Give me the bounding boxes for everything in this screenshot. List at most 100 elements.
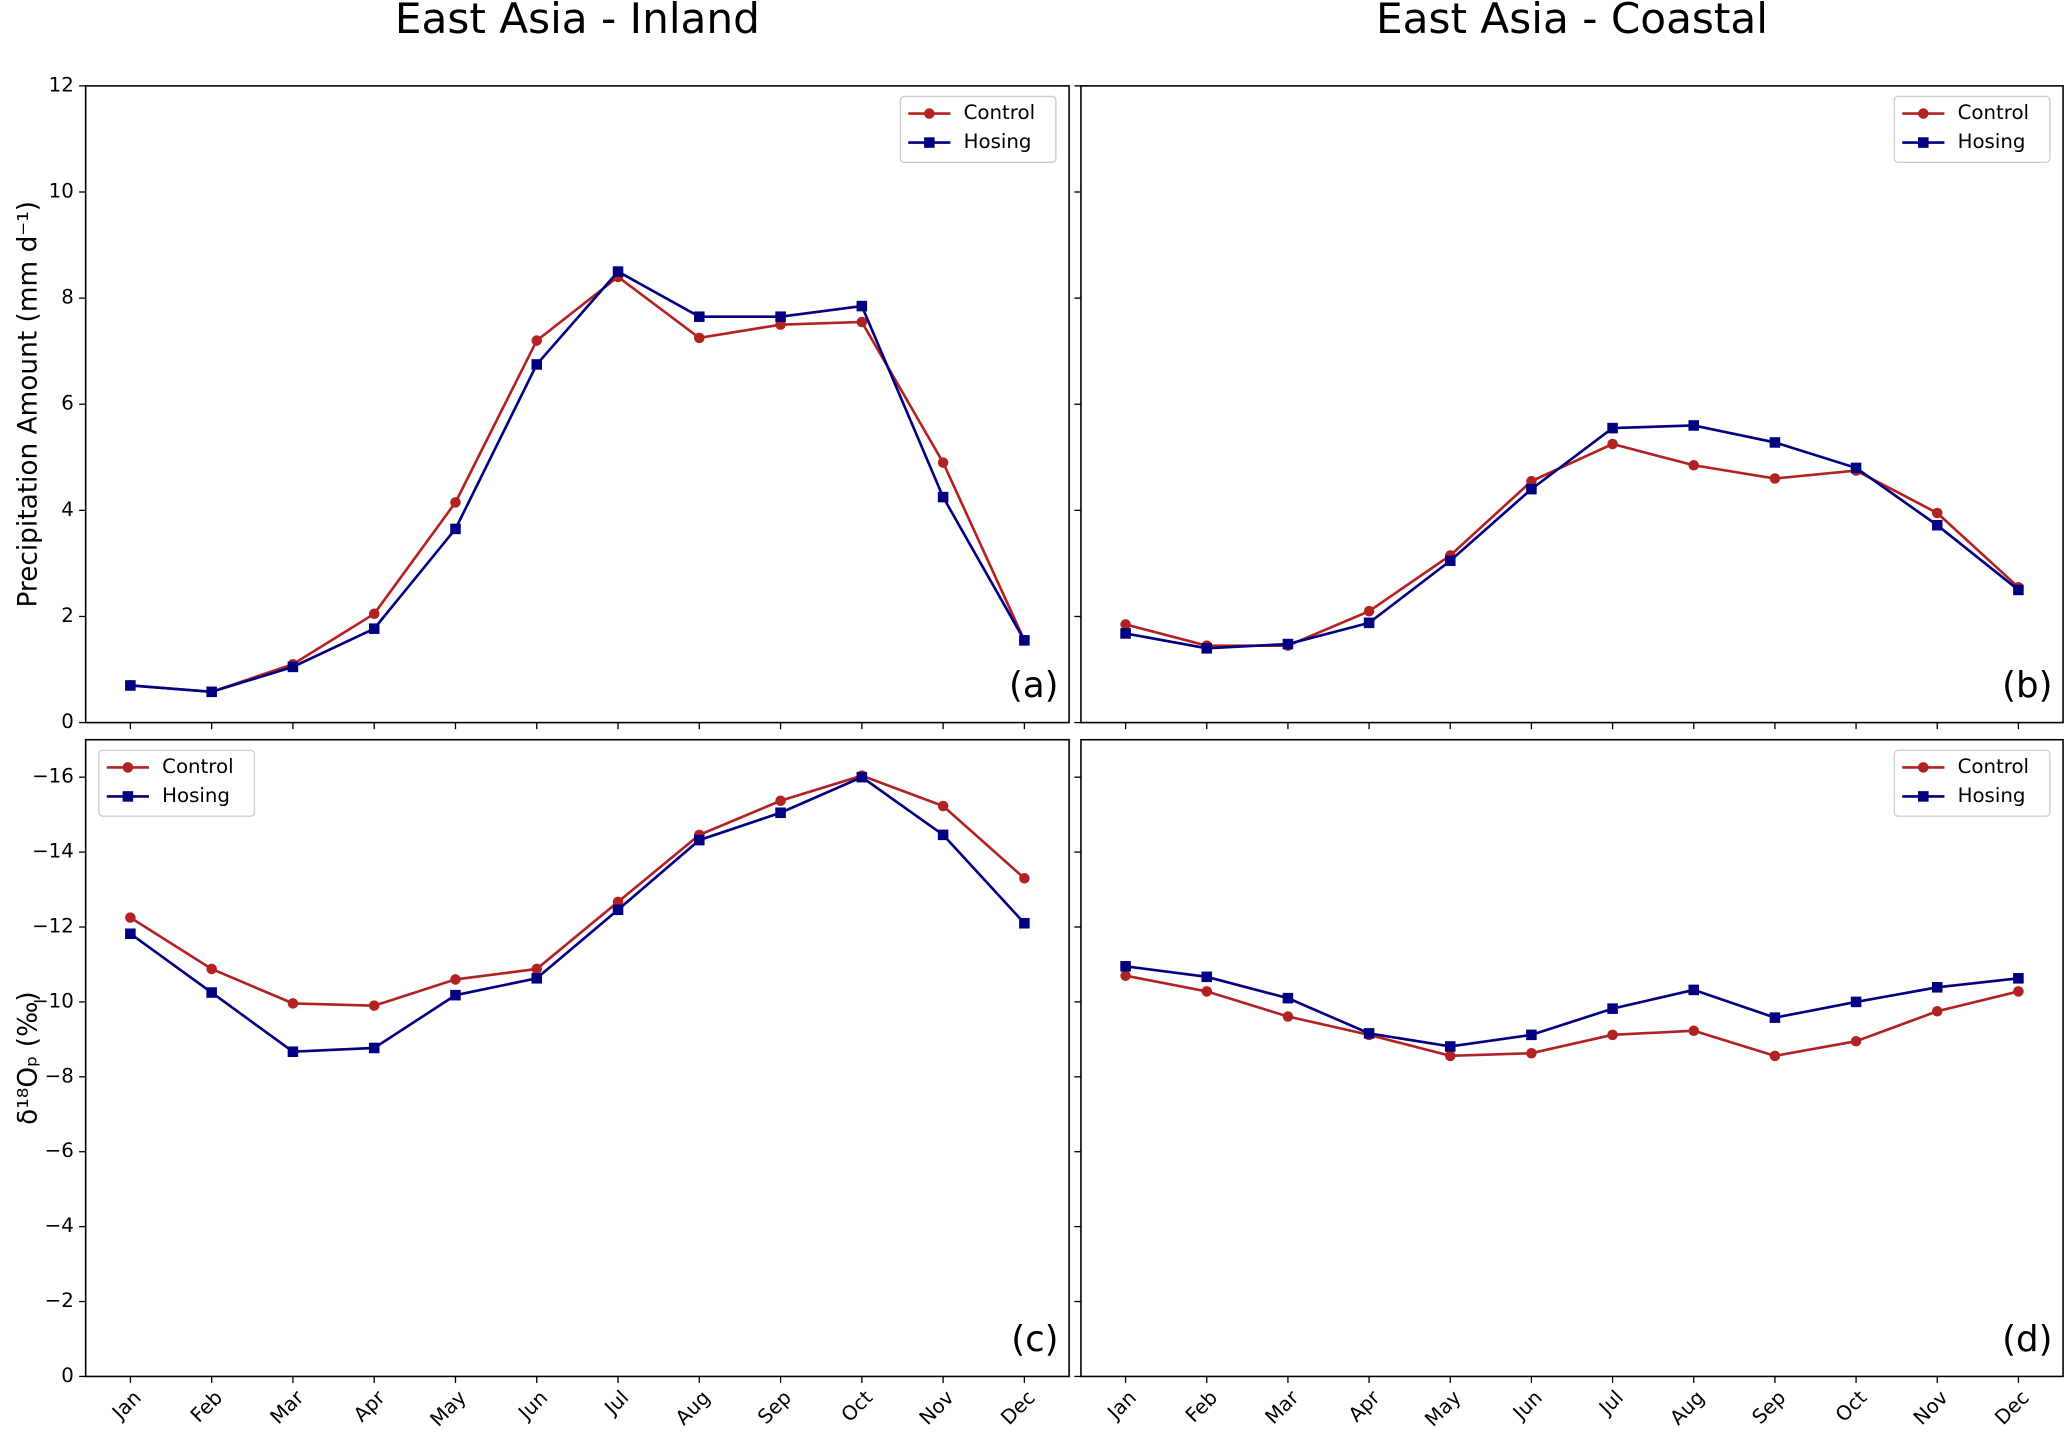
marker (450, 974, 461, 985)
legend-marker (924, 108, 935, 119)
y-tick-label: −12 (32, 914, 74, 937)
marker (1769, 473, 1781, 484)
panel-label: (a) (1009, 665, 1059, 706)
plot-frame (84, 738, 1070, 1378)
marker (937, 457, 949, 468)
x-tick-label: Mar (1261, 1385, 1304, 1428)
marker (1607, 1003, 1618, 1014)
marker (450, 497, 461, 508)
marker (368, 608, 380, 620)
marker (856, 771, 868, 783)
series-line (130, 269, 1026, 694)
series-line (1125, 442, 2020, 647)
y-tick-label: −16 (32, 765, 74, 788)
x-tick-label: Nov (1909, 1386, 1953, 1430)
x-tick-label: Jan (1102, 1386, 1141, 1425)
y-tick-label: −4 (45, 1214, 74, 1237)
legend-marker (924, 137, 935, 148)
legend-label: Hosing (1958, 130, 2026, 153)
y-tick-label: 6 (61, 392, 74, 415)
marker (1120, 961, 1131, 972)
marker (1526, 483, 1537, 495)
marker (206, 987, 217, 998)
x-tick-label: Aug (671, 1386, 715, 1430)
y-tick-label: −6 (45, 1139, 74, 1162)
marker (775, 795, 786, 807)
marker (287, 661, 299, 673)
series-line (129, 775, 1026, 1054)
marker (1850, 462, 1862, 474)
marker (1688, 984, 1700, 996)
marker (1282, 638, 1294, 650)
marker (2013, 986, 2024, 997)
marker (775, 807, 786, 819)
x-tick-label: Aug (1666, 1386, 1710, 1430)
marker (368, 1000, 380, 1011)
marker (450, 523, 461, 535)
legend-marker (1918, 762, 1929, 773)
marker (775, 319, 786, 330)
legend-marker (1918, 108, 1929, 119)
x-tick-label: Nov (915, 1386, 959, 1430)
marker (1769, 1012, 1781, 1023)
legend-marker (1918, 791, 1929, 802)
marker (1201, 971, 1213, 983)
x-tick-label: Jan (106, 1386, 145, 1425)
x-tick-label: May (426, 1386, 471, 1431)
marker (1607, 422, 1618, 434)
marker (1019, 635, 1030, 646)
marker (1201, 986, 1213, 997)
y-tick-label: −8 (45, 1064, 74, 1087)
panel-title: East Asia - Coastal (1376, 0, 1768, 43)
marker (1931, 507, 1943, 519)
x-tick-label: Oct (837, 1386, 878, 1427)
marker (1363, 1028, 1375, 1039)
panel-label: (c) (1011, 1319, 1058, 1360)
marker (531, 963, 543, 975)
y-tick-label: −14 (32, 840, 74, 863)
marker (368, 623, 380, 634)
marker (1282, 1011, 1294, 1022)
x-tick-label: Apr (1344, 1385, 1385, 1426)
panel-label: (d) (2002, 1319, 2052, 1360)
legend-label: Hosing (1958, 784, 2026, 807)
x-tick-label: May (1420, 1386, 1465, 1431)
marker (1850, 996, 1862, 1008)
marker (531, 335, 543, 346)
marker (125, 912, 136, 923)
marker (694, 834, 705, 846)
marker (1850, 1035, 1862, 1047)
marker (531, 973, 543, 984)
marker (1444, 1041, 1456, 1052)
marker (206, 686, 217, 698)
y-tick-label: 0 (61, 1364, 74, 1387)
x-tick-label: Dec (1990, 1386, 2033, 1429)
x-tick-label: Feb (1181, 1386, 1222, 1427)
marker (612, 904, 624, 916)
marker (1688, 420, 1700, 431)
y-tick-label: 4 (61, 498, 74, 521)
x-tick-label: Jun (1507, 1386, 1547, 1426)
x-tick-label: Jun (513, 1386, 553, 1426)
marker (612, 266, 624, 277)
marker (1526, 1029, 1537, 1041)
marker (856, 316, 868, 328)
x-tick-label: Mar (266, 1385, 309, 1428)
marker (1444, 1050, 1456, 1062)
marker (694, 332, 705, 344)
series-line (130, 275, 1026, 694)
panel-title: East Asia - Inland (395, 0, 760, 43)
marker (937, 829, 949, 841)
marker (1120, 628, 1131, 639)
marker (1607, 1029, 1618, 1041)
x-tick-label: Oct (1831, 1386, 1872, 1427)
marker (531, 359, 543, 370)
plot-frame (84, 85, 1070, 724)
plot-frame (1080, 738, 2064, 1378)
marker (2013, 973, 2024, 984)
marker (1444, 555, 1456, 567)
marker (125, 680, 136, 691)
marker (1526, 1047, 1537, 1059)
legend-label: Control (1958, 755, 2029, 778)
y-tick-label: −2 (45, 1289, 74, 1312)
